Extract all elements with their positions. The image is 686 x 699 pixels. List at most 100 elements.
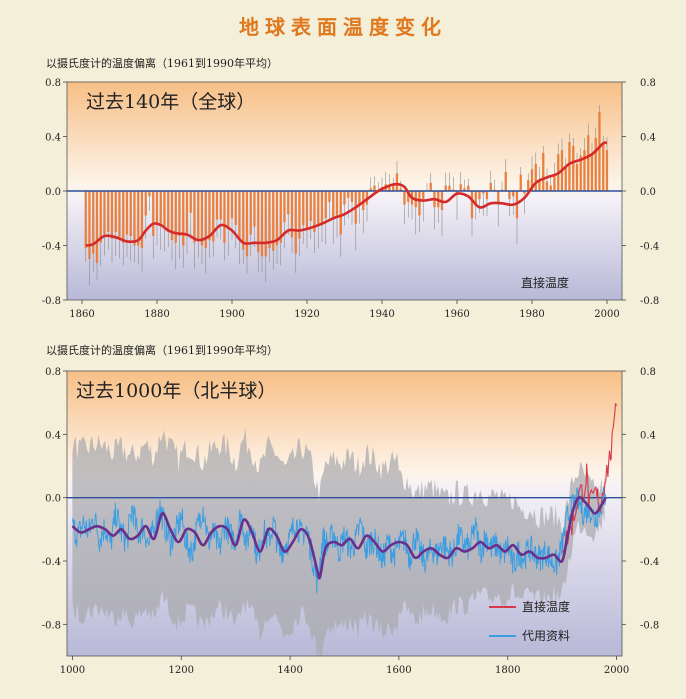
legend-proxy-label: 代用资料 bbox=[522, 629, 570, 643]
legend: 直接温度 代用资料 bbox=[489, 599, 570, 643]
annual-bar bbox=[549, 185, 552, 191]
annual-bar bbox=[305, 191, 309, 230]
annual-bar bbox=[294, 191, 297, 254]
panel1-ytick-right-label: -0.8 bbox=[640, 296, 659, 307]
annual-bar bbox=[583, 150, 586, 191]
annual-bar bbox=[182, 191, 185, 246]
annual-bar bbox=[422, 191, 425, 200]
panel1-title: 过去140年（全球） bbox=[86, 91, 255, 113]
panel1-smooth-curve bbox=[85, 141, 608, 247]
annual-bar bbox=[114, 191, 117, 232]
panel2-xtick-label: 1000 bbox=[60, 665, 85, 676]
annual-bar bbox=[335, 191, 339, 216]
panel1-ylabel: 以摄氏度计的温度偏离（1961到1990年平均） bbox=[46, 56, 278, 70]
annual-bar bbox=[103, 191, 106, 235]
annual-bar bbox=[249, 191, 252, 235]
panel1-ytick-left-label: 0.4 bbox=[45, 133, 61, 144]
annual-bar bbox=[125, 191, 129, 235]
panel1-ytick-left-label: -0.8 bbox=[42, 296, 61, 307]
annual-bar bbox=[463, 188, 466, 191]
annual-bar bbox=[234, 191, 237, 226]
annual-bar bbox=[444, 185, 447, 191]
annual-bar bbox=[358, 191, 361, 205]
annual-bar bbox=[88, 191, 91, 260]
panel2-ytick-right-label: -0.4 bbox=[640, 557, 659, 568]
panel-global-140yr: 以摄氏度计的温度偏离（1961到1990年平均） 过去140年（全球） 直接温度… bbox=[42, 56, 660, 320]
annual-bar bbox=[283, 191, 286, 223]
annual-bar bbox=[219, 191, 222, 220]
annual-bar bbox=[302, 191, 305, 226]
annual-bar bbox=[350, 191, 354, 202]
panel1-xtick-label: 2000 bbox=[594, 309, 619, 320]
annual-bar bbox=[230, 191, 234, 219]
panel1-annotation: 直接温度 bbox=[521, 275, 569, 290]
annual-bar bbox=[215, 191, 219, 220]
annual-bar bbox=[275, 191, 279, 246]
annual-bar bbox=[418, 191, 421, 216]
annual-bar bbox=[122, 191, 125, 243]
panel2-ytick-right-label: -0.8 bbox=[640, 620, 659, 631]
annual-bar bbox=[148, 191, 151, 197]
annual-bar bbox=[260, 191, 264, 257]
panel1-xtick-label: 1920 bbox=[294, 309, 319, 320]
annual-bar bbox=[257, 191, 260, 253]
annual-bar bbox=[545, 181, 549, 191]
annual-bar bbox=[95, 191, 99, 264]
annual-bar bbox=[268, 191, 271, 249]
panel2-frame bbox=[66, 370, 623, 657]
panel2-axes: 1000 1200 1400 1600 1800 2000 0.8 0.4 0.0 -0.4 -0.… bbox=[42, 367, 660, 676]
annual-bar bbox=[523, 191, 526, 194]
annual-bar bbox=[309, 191, 312, 221]
annual-bar bbox=[343, 191, 346, 205]
annual-bar bbox=[467, 185, 470, 191]
annual-bar bbox=[369, 188, 372, 191]
annual-bar bbox=[403, 191, 406, 205]
panel2-ytick-right-label: 0.4 bbox=[640, 430, 656, 441]
annual-bar bbox=[538, 180, 541, 191]
annual-bar bbox=[429, 182, 432, 191]
annual-bar bbox=[373, 185, 376, 191]
annual-bar bbox=[534, 163, 537, 192]
annual-bar bbox=[489, 182, 492, 191]
annual-bar bbox=[92, 191, 95, 254]
annual-bar bbox=[395, 173, 399, 191]
annual-bar bbox=[140, 191, 144, 249]
annual-bar bbox=[519, 174, 522, 191]
annual-bar bbox=[347, 191, 350, 198]
annual-bar bbox=[388, 186, 391, 191]
annual-bar bbox=[324, 191, 327, 219]
annual-bar bbox=[470, 191, 474, 219]
annual-bar bbox=[579, 155, 582, 191]
panel-nh-1000yr: 以摄氏度计的温度偏离（1961到1990年平均） 过去1000年（北半球） 直接… bbox=[42, 343, 660, 676]
annual-bar bbox=[212, 191, 215, 242]
panel1-ytick-left-label: -0.4 bbox=[42, 242, 61, 253]
annual-bar bbox=[530, 169, 534, 191]
panel1-ytick-right-label: 0.8 bbox=[640, 78, 656, 89]
panel2-ytick-left-label: 0.8 bbox=[45, 367, 61, 378]
annual-bar bbox=[564, 166, 567, 191]
panel2-ylabel: 以摄氏度计的温度偏离（1961到1990年平均） bbox=[46, 343, 278, 357]
legend-direct-label: 直接温度 bbox=[522, 599, 570, 614]
annual-bar bbox=[242, 191, 245, 250]
annual-bar bbox=[152, 191, 155, 236]
annual-bar bbox=[174, 191, 177, 243]
annual-bar bbox=[339, 191, 342, 235]
annual-bar bbox=[279, 191, 282, 243]
annual-bar bbox=[178, 191, 181, 236]
annual-bar bbox=[272, 191, 275, 251]
panel2-xtick-label: 1200 bbox=[169, 665, 194, 676]
annual-bar bbox=[223, 191, 226, 243]
annual-bar bbox=[208, 191, 211, 241]
annual-bar bbox=[163, 191, 166, 227]
panel1-ytick-right-label: 0.0 bbox=[640, 187, 656, 198]
annual-bar bbox=[598, 112, 601, 191]
annual-bar bbox=[238, 191, 241, 239]
annual-bar bbox=[253, 191, 256, 227]
annual-bar bbox=[474, 191, 477, 205]
panel1-xtick-label: 1860 bbox=[69, 309, 94, 320]
panel1-ytick-left-label: 0.0 bbox=[45, 187, 61, 198]
annual-bar bbox=[482, 191, 485, 194]
panel2-xtick-label: 1400 bbox=[277, 665, 302, 676]
annual-bar bbox=[320, 191, 324, 226]
